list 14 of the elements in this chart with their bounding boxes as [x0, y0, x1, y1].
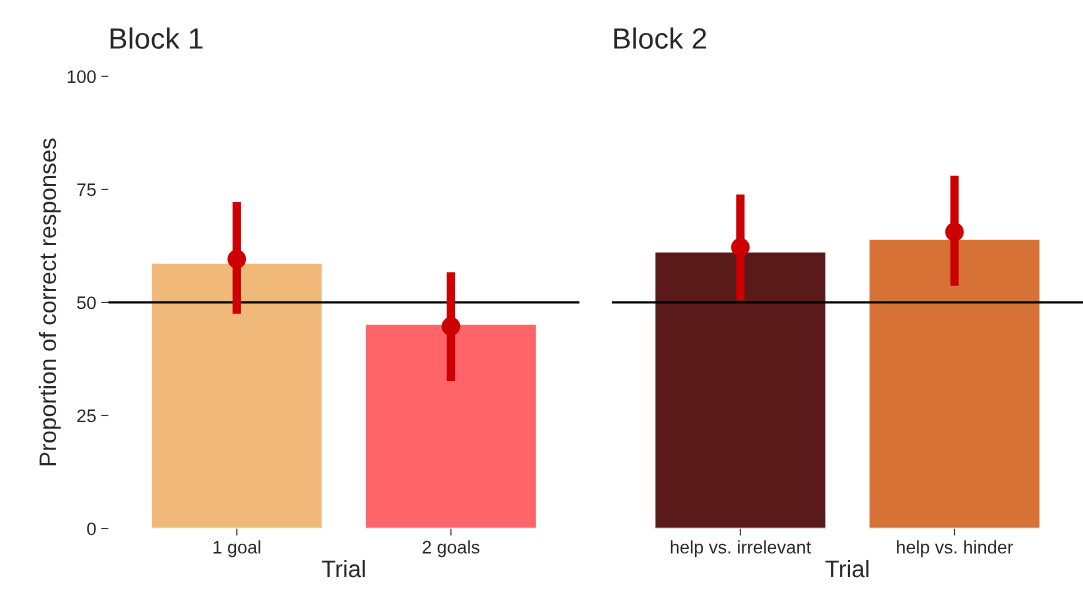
y-tick-label: 0 — [87, 522, 96, 536]
x-tick-label: help vs. hinder — [897, 540, 1013, 558]
x-axis-title: Trial — [321, 559, 365, 578]
x-axis-title: Trial — [825, 559, 869, 578]
y-tick-label: 75 — [77, 183, 96, 197]
x-tick-label: 2 goals — [422, 540, 480, 558]
y-tick-label: 100 — [67, 70, 96, 84]
y-tick-label: 25 — [77, 409, 96, 423]
x-tick-label: 1 goal — [213, 540, 261, 558]
chart-title: Block 2 — [614, 27, 707, 49]
x-tick-label: help vs. irrelevant — [670, 540, 811, 558]
chart-title: Block 1 — [110, 27, 203, 49]
y-axis-title: Proportion of correct responses — [38, 138, 61, 466]
y-tick-label: 50 — [77, 296, 96, 310]
